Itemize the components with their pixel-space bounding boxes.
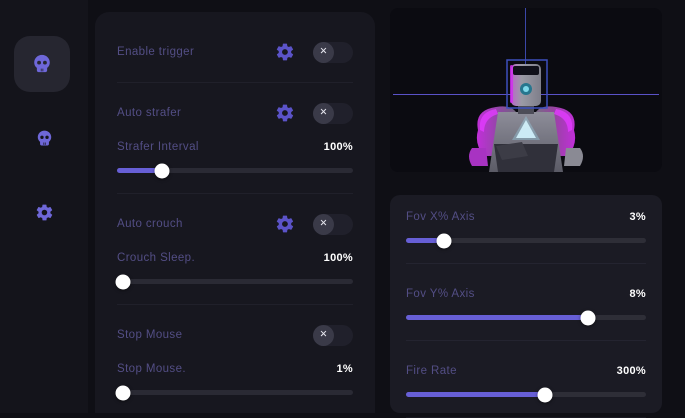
slider-knob[interactable] (115, 274, 131, 289)
skull-icon (37, 130, 51, 146)
aim-preview-viewport (390, 8, 662, 172)
slider-group-fov-x: Fov X% Axis 3% (406, 211, 646, 248)
fov-x-value: 3% (629, 211, 646, 223)
stop-mouse-label: Stop Mouse (117, 329, 183, 341)
slider-group-fov-y: Fov Y% Axis 8% (406, 288, 646, 325)
gear-icon[interactable] (275, 103, 295, 123)
toggle-off-x-icon: ✕ (313, 102, 334, 124)
sidebar-item-settings[interactable] (0, 198, 88, 226)
stop-mouse-slider-label: Stop Mouse. (117, 363, 186, 375)
gear-icon[interactable] (275, 42, 295, 62)
slider-group-strafer-interval: Strafer Interval 100% (117, 141, 353, 178)
strafer-interval-label: Strafer Interval (117, 141, 199, 153)
divider (117, 193, 353, 194)
gear-icon (36, 204, 52, 220)
enable-trigger-toggle[interactable]: ✕ (313, 41, 353, 63)
skull-icon (34, 54, 50, 73)
crouch-sleep-value: 100% (323, 252, 353, 264)
sidebar-item-skull[interactable] (0, 124, 88, 152)
toggle-off-x-icon: ✕ (313, 41, 334, 63)
fire-rate-slider[interactable] (406, 387, 646, 402)
strafer-interval-slider[interactable] (117, 163, 353, 178)
strafer-interval-value: 100% (323, 141, 353, 153)
slider-knob[interactable] (154, 163, 170, 178)
auto-crouch-toggle[interactable]: ✕ (313, 213, 353, 235)
divider (117, 82, 353, 83)
crosshair-vertical-line (525, 8, 526, 66)
divider (406, 263, 646, 264)
trigger-settings-panel: Enable trigger ✕ Auto strafer ✕ Strafer … (95, 12, 375, 413)
auto-crouch-label: Auto crouch (117, 218, 183, 230)
fov-x-label: Fov X% Axis (406, 211, 475, 223)
slider-fill (406, 392, 546, 397)
slider-group-crouch-sleep: Crouch Sleep. 100% (115, 252, 353, 289)
slider-knob[interactable] (436, 233, 452, 248)
slider-knob[interactable] (580, 310, 596, 325)
divider (406, 340, 646, 341)
sidebar-item-trigger[interactable] (14, 36, 70, 92)
auto-strafer-toggle[interactable]: ✕ (313, 102, 353, 124)
auto-strafer-label: Auto strafer (117, 107, 182, 119)
toggle-row-enable-trigger: Enable trigger ✕ (117, 28, 353, 76)
fov-y-value: 8% (629, 288, 646, 300)
stop-mouse-toggle[interactable]: ✕ (313, 324, 353, 346)
crouch-sleep-label: Crouch Sleep. (117, 252, 196, 264)
crouch-sleep-slider[interactable] (115, 274, 353, 289)
gear-icon[interactable] (275, 214, 295, 234)
slider-fill (406, 238, 445, 243)
enable-trigger-label: Enable trigger (117, 46, 195, 58)
toggle-off-x-icon: ✕ (313, 324, 334, 346)
toggle-row-auto-strafer: Auto strafer ✕ (117, 89, 353, 137)
aim-settings-panel: Fov X% Axis 3% Fov Y% Axis 8% Fire Rate … (390, 195, 662, 418)
slider-knob[interactable] (537, 387, 553, 402)
toggle-row-auto-crouch: Auto crouch ✕ (117, 200, 353, 248)
toggle-off-x-icon: ✕ (313, 213, 334, 235)
fire-rate-value: 300% (616, 365, 646, 377)
robot-preview-image (469, 59, 583, 172)
toggle-row-stop-mouse: Stop Mouse ✕ (117, 311, 353, 359)
slider-knob[interactable] (115, 385, 131, 400)
slider-group-stop-mouse: Stop Mouse. 1% (115, 363, 353, 400)
slider-fill (117, 168, 162, 173)
stop-mouse-slider[interactable] (115, 385, 353, 400)
slider-group-fire-rate: Fire Rate 300% (406, 365, 646, 402)
divider (117, 304, 353, 305)
fire-rate-label: Fire Rate (406, 365, 457, 377)
fov-y-label: Fov Y% Axis (406, 288, 475, 300)
stop-mouse-slider-value: 1% (336, 363, 353, 375)
fov-y-slider[interactable] (406, 310, 646, 325)
fov-x-slider[interactable] (406, 233, 646, 248)
sidebar (0, 0, 88, 413)
slider-fill (406, 315, 589, 320)
